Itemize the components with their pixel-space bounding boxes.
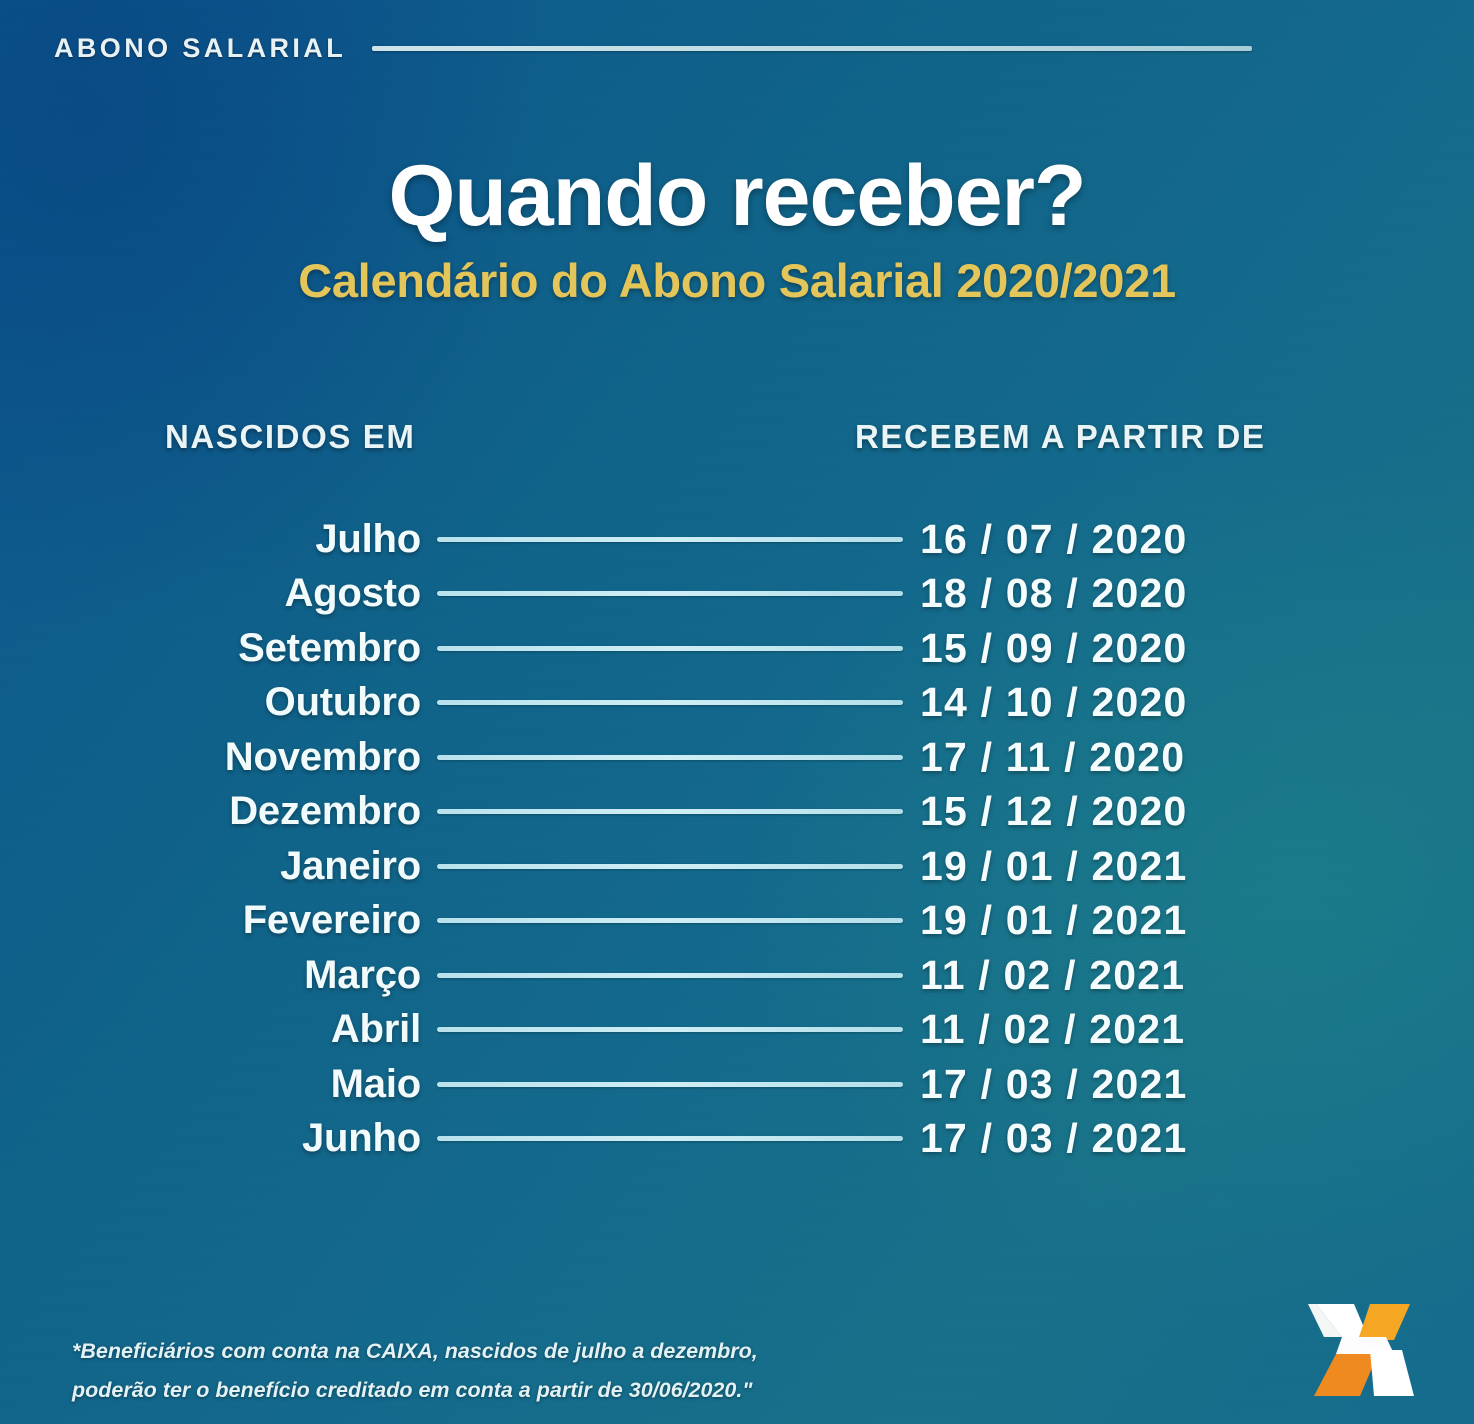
caixa-logo xyxy=(1302,1292,1422,1410)
eyebrow-label: ABONO SALARIAL xyxy=(54,32,347,63)
leader-line xyxy=(437,591,903,597)
payment-date: 17 / 11 / 2020 xyxy=(920,733,1186,780)
column-header-recebem: RECEBEM A PARTIR DE xyxy=(855,418,1266,455)
table-row: Outubro 14 / 10 / 2020 xyxy=(185,676,1260,731)
payment-date: 15 / 12 / 2020 xyxy=(920,788,1188,835)
table-row: Abril 11 / 02 / 2021 xyxy=(185,1003,1260,1058)
month-label: Maio xyxy=(330,1061,422,1106)
month-label: Fevereiro xyxy=(242,898,422,943)
leader-line xyxy=(437,1136,903,1142)
calendar-table: Julho 16 / 07 / 2020 Agosto 18 / 08 / 2020 S… xyxy=(185,512,1260,1166)
month-label: Setembro xyxy=(238,625,421,670)
payment-date: 16 / 07 / 2020 xyxy=(920,515,1188,562)
footnote: *Beneficiários com conta na CAIXA, nasci… xyxy=(72,1332,1082,1410)
footnote-line-2: poderão ter o benefício creditado em con… xyxy=(72,1377,753,1402)
payment-date: 17 / 03 / 2021 xyxy=(920,1115,1188,1162)
table-row: Junho 17 / 03 / 2021 xyxy=(185,1112,1260,1167)
caixa-logo-icon xyxy=(1308,1304,1414,1396)
table-row: Maio 17 / 03 / 2021 xyxy=(185,1057,1260,1112)
column-header-nascidos: NASCIDOS EM xyxy=(165,418,416,455)
month-label: Abril xyxy=(330,1007,421,1052)
footnote-line-1: *Beneficiários com conta na CAIXA, nasci… xyxy=(72,1338,758,1363)
leader-line xyxy=(437,700,903,706)
month-label: Janeiro xyxy=(280,843,421,888)
eyebrow-row: ABONO SALARIAL xyxy=(54,26,1434,70)
title-block: Quando receber? Calendário do Abono Sala… xyxy=(0,152,1474,308)
table-row: Novembro 17 / 11 / 2020 xyxy=(185,730,1260,785)
table-row: Julho 16 / 07 / 2020 xyxy=(185,512,1260,567)
leader-line xyxy=(437,645,903,651)
month-label: Novembro xyxy=(224,734,421,779)
month-label: Agosto xyxy=(284,571,421,616)
page-subtitle: Calendário do Abono Salarial 2020/2021 xyxy=(298,253,1176,307)
table-row: Fevereiro 19 / 01 / 2021 xyxy=(185,894,1260,949)
month-label: Dezembro xyxy=(229,789,421,834)
month-label: Julho xyxy=(315,516,421,561)
payment-date: 11 / 02 / 2021 xyxy=(920,1006,1186,1053)
eyebrow-divider xyxy=(372,45,1253,51)
leader-line xyxy=(437,972,903,978)
month-label: Junho xyxy=(302,1116,421,1161)
payment-date: 17 / 03 / 2021 xyxy=(920,1060,1188,1107)
page-title: Quando receber? xyxy=(388,148,1086,244)
leader-line xyxy=(437,536,903,542)
leader-line xyxy=(437,918,903,924)
payment-date: 11 / 02 / 2021 xyxy=(920,951,1186,998)
payment-date: 18 / 08 / 2020 xyxy=(920,570,1188,617)
payment-date: 19 / 01 / 2021 xyxy=(920,897,1188,944)
payment-date: 19 / 01 / 2021 xyxy=(920,842,1188,889)
month-label: Outubro xyxy=(264,680,422,725)
leader-line xyxy=(437,1027,903,1033)
month-label: Março xyxy=(304,952,421,997)
column-headers: NASCIDOS EM RECEBEM A PARTIR DE xyxy=(0,418,1474,470)
table-row: Agosto 18 / 08 / 2020 xyxy=(185,567,1260,622)
payment-date: 14 / 10 / 2020 xyxy=(920,679,1188,726)
leader-line xyxy=(437,809,903,815)
leader-line xyxy=(437,863,903,869)
leader-line xyxy=(437,1081,903,1087)
leader-line xyxy=(437,754,903,760)
table-row: Janeiro 19 / 01 / 2021 xyxy=(185,839,1260,894)
table-row: Março 11 / 02 / 2021 xyxy=(185,948,1260,1003)
table-row: Setembro 15 / 09 / 2020 xyxy=(185,621,1260,676)
payment-date: 15 / 09 / 2020 xyxy=(920,624,1188,671)
table-row: Dezembro 15 / 12 / 2020 xyxy=(185,785,1260,840)
